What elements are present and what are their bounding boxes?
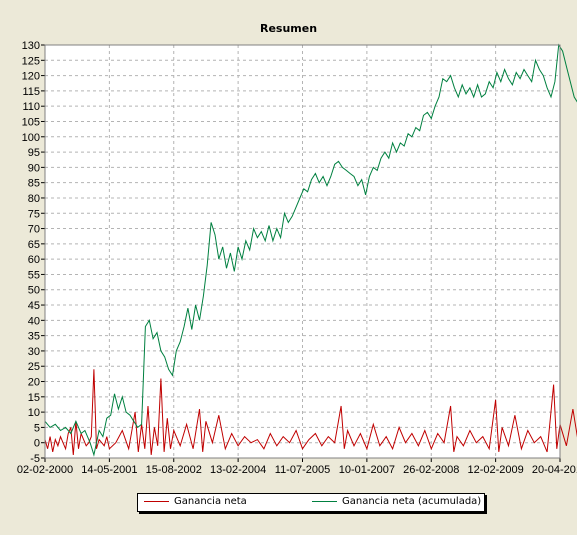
x-tick-label: 10-01-2007 bbox=[339, 464, 395, 476]
y-tick-label: 15 bbox=[28, 392, 40, 404]
series-line-ganancia-neta-acumulada bbox=[44, 43, 577, 457]
y-tick-label: 110 bbox=[22, 101, 40, 113]
x-tick-label: 13-02-2004 bbox=[210, 464, 266, 476]
x-tick-label: 26-02-2008 bbox=[403, 464, 459, 476]
y-tick-label: 5 bbox=[34, 422, 40, 434]
y-tick-label: 50 bbox=[28, 285, 40, 297]
y-tick-label: 130 bbox=[22, 40, 40, 52]
y-tick-label: 100 bbox=[22, 132, 40, 144]
y-tick-label: 20 bbox=[28, 377, 40, 389]
y-tick-label: 95 bbox=[28, 147, 40, 159]
y-tick-label: 70 bbox=[28, 224, 40, 236]
y-tick-label: 35 bbox=[28, 331, 40, 343]
y-tick-label: 65 bbox=[28, 239, 40, 251]
x-tick-label: 02-02-2000 bbox=[17, 464, 73, 476]
y-tick-label: 75 bbox=[28, 208, 40, 220]
y-tick-label: -5 bbox=[30, 453, 40, 465]
x-tick-label: 20-04-2010 bbox=[532, 464, 577, 476]
x-tick-label: 14-05-2001 bbox=[81, 464, 137, 476]
legend-item-ganancia-neta-acumulada: Ganancia neta (acumulada) bbox=[312, 496, 481, 507]
y-tick-label: 60 bbox=[28, 254, 40, 266]
y-tick-label: 90 bbox=[28, 162, 40, 174]
y-tick-label: 105 bbox=[22, 116, 40, 128]
y-tick-label: 0 bbox=[34, 438, 40, 450]
legend-swatch-red bbox=[144, 501, 169, 502]
plot-border bbox=[44, 44, 561, 459]
y-tick-label: 120 bbox=[22, 71, 40, 83]
y-tick-label: 30 bbox=[28, 346, 40, 358]
plot-area: 1301251201151101051009590858075706560555… bbox=[17, 40, 577, 476]
chart-title: Resumen bbox=[259, 22, 318, 35]
x-tick-label: 12-02-2009 bbox=[467, 464, 523, 476]
x-tick-label: 15-08-2002 bbox=[146, 464, 202, 476]
y-tick-label: 125 bbox=[22, 55, 40, 67]
legend: Ganancia neta Ganancia neta (acumulada) bbox=[137, 493, 485, 512]
legend-item-ganancia-neta: Ganancia neta bbox=[144, 496, 247, 507]
y-tick-label: 80 bbox=[28, 193, 40, 205]
y-tick-label: 40 bbox=[28, 315, 40, 327]
y-tick-label: 115 bbox=[22, 86, 40, 98]
legend-label: Ganancia neta bbox=[174, 496, 247, 507]
series-line-ganancia-neta bbox=[44, 369, 577, 455]
legend-label: Ganancia neta (acumulada) bbox=[342, 496, 482, 507]
y-tick-label: 25 bbox=[28, 361, 40, 373]
legend-swatch-green bbox=[312, 501, 337, 502]
y-tick-label: 55 bbox=[28, 269, 40, 281]
y-tick-label: 85 bbox=[28, 178, 40, 190]
y-tick-label: 45 bbox=[28, 300, 40, 312]
x-tick-label: 11-07-2005 bbox=[275, 464, 330, 476]
y-tick-label: 10 bbox=[28, 407, 40, 419]
